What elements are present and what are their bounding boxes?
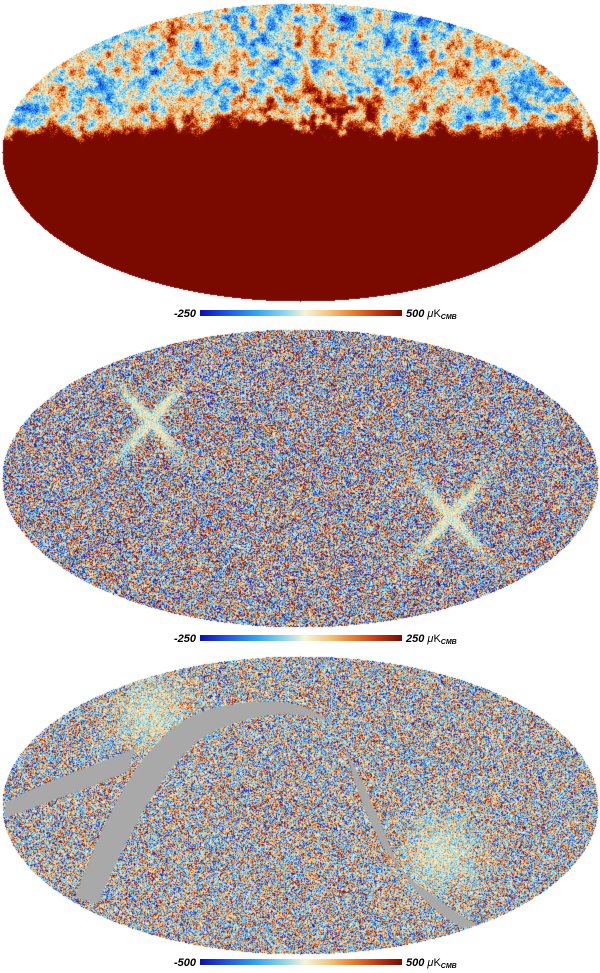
- colorbar-middle: -250 250 μKCMB: [0, 633, 600, 647]
- mollweide-map-noise: [0, 326, 600, 630]
- sky-map-middle: [0, 326, 600, 630]
- unit-sub: CMB: [440, 963, 457, 970]
- sky-map-bottom: [0, 653, 600, 957]
- colorbar-top: -250 500 μKCMB: [0, 308, 600, 322]
- colorbar-gradient: [200, 635, 402, 641]
- unit-sub: CMB: [440, 639, 457, 646]
- unit: K: [433, 633, 441, 645]
- colorbar-gradient: [200, 959, 402, 965]
- colorbar-max-value: 250: [406, 633, 425, 645]
- colorbar-min-label: -250: [173, 308, 196, 320]
- colorbar-min-label: -250: [173, 633, 196, 645]
- colorbar-max-label: 500 μKCMB: [406, 957, 457, 973]
- mollweide-map-masked: [0, 653, 600, 957]
- unit-sub: CMB: [440, 314, 457, 321]
- unit-prefix: μ: [427, 957, 434, 969]
- sky-map-top: [0, 0, 600, 304]
- unit: K: [433, 957, 441, 969]
- colorbar-min-label: -500: [173, 957, 196, 969]
- unit: K: [433, 308, 441, 320]
- colorbar-gradient: [200, 310, 402, 316]
- mollweide-map-galactic: [0, 0, 600, 304]
- colorbar-bottom: -500 500 μKCMB: [0, 957, 600, 971]
- colorbar-max-value: 500: [406, 957, 425, 969]
- colorbar-max-label: 500 μKCMB: [406, 308, 457, 324]
- unit-prefix: μ: [427, 633, 434, 645]
- unit-prefix: μ: [427, 308, 434, 320]
- colorbar-max-value: 500: [406, 308, 425, 320]
- colorbar-max-label: 250 μKCMB: [406, 633, 457, 649]
